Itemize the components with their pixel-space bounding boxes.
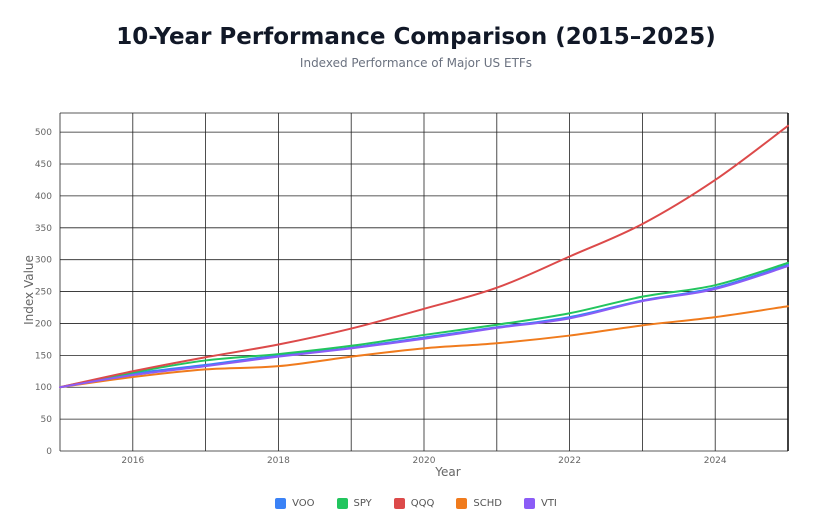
y-tick-label: 200 <box>35 319 52 329</box>
legend-swatch <box>523 498 535 509</box>
legend-label: QQQ <box>410 498 435 509</box>
chart-title: 10-Year Performance Comparison (2015–202… <box>116 24 716 50</box>
legend-label: VOO <box>292 498 315 509</box>
x-tick-label: 2020 <box>413 456 436 466</box>
legend-swatch <box>456 498 468 509</box>
series-line-spy[interactable] <box>59 261 789 389</box>
legend-item-schd[interactable]: SCHD <box>456 498 502 509</box>
legend-swatch <box>393 498 405 509</box>
legend-item-vti[interactable]: VTI <box>523 498 557 509</box>
y-tick-label: 0 <box>46 447 52 457</box>
x-tick-label: 2018 <box>267 456 290 466</box>
axes: 0 50 100 150 200 250 300 350 400 450 500 2016 2018 20… <box>35 128 727 466</box>
series-line-vti[interactable] <box>59 265 789 389</box>
legend-item-qqq[interactable]: QQQ <box>393 498 435 509</box>
y-tick-label: 500 <box>35 128 52 138</box>
series-lines <box>59 124 789 389</box>
legend-label: SPY <box>353 498 372 509</box>
series-line-schd[interactable] <box>59 305 789 389</box>
x-tick-label: 2016 <box>121 456 144 466</box>
legend-label: VTI <box>540 498 557 509</box>
y-tick-label: 100 <box>35 383 52 393</box>
legend-item-spy[interactable]: SPY <box>336 498 372 509</box>
y-axis-title: Index Value <box>22 255 36 325</box>
y-tick-label: 50 <box>41 415 53 425</box>
legend-swatch <box>275 498 287 509</box>
y-tick-label: 250 <box>35 288 52 298</box>
grid <box>59 112 789 452</box>
y-tick-label: 350 <box>35 224 52 234</box>
y-tick-label: 300 <box>35 256 52 266</box>
y-tick-label: 400 <box>35 192 52 202</box>
legend-swatch <box>336 498 348 509</box>
x-tick-label: 2024 <box>704 456 727 466</box>
chart-legend: VOO SPY QQQ SCHD VTI <box>0 498 832 509</box>
legend-label: SCHD <box>473 498 502 509</box>
x-tick-label: 2022 <box>558 456 581 466</box>
y-tick-label: 150 <box>35 351 52 361</box>
x-axis-title: Year <box>434 465 460 479</box>
series-line-qqq[interactable] <box>59 124 789 389</box>
y-tick-label: 450 <box>35 160 52 170</box>
chart-subtitle: Indexed Performance of Major US ETFs <box>299 56 533 70</box>
legend-item-voo[interactable]: VOO <box>275 498 315 509</box>
